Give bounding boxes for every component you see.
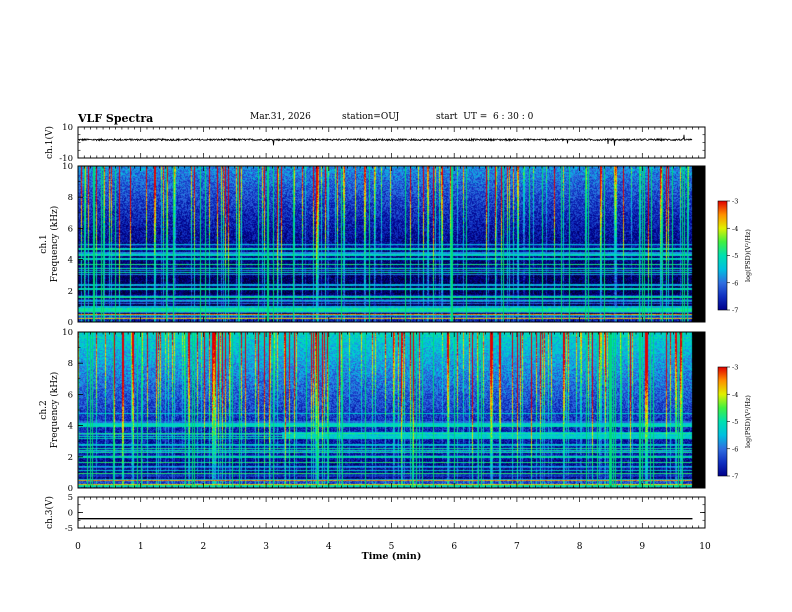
ch1-spectrogram-ytick-label: 4 — [68, 256, 73, 266]
ch3-waveform-ytick-label: -5 — [65, 524, 73, 534]
ch1-spectrogram-ytick-label: 0 — [68, 318, 73, 328]
ch1-spectrogram-ytick-label: 10 — [62, 162, 73, 172]
ch2-spectrogram-ytick-label: 0 — [68, 484, 73, 494]
xtick-label: 0 — [75, 542, 81, 552]
ch2-spectrogram-colorbar-tick-label: -7 — [732, 473, 738, 481]
xtick-label: 6 — [451, 542, 457, 552]
ch3-waveform-ytick-label: 5 — [68, 493, 73, 503]
station-label: station=OUJ — [342, 112, 400, 122]
start-time-label: start UT = 6 : 30 : 0 — [436, 112, 534, 122]
ch2-spectrogram-ytick-label: 4 — [68, 422, 73, 432]
ch2-spectrogram-ytick-label: 6 — [68, 390, 73, 400]
chart-title: VLF Spectra — [78, 112, 154, 125]
ch1-spectrogram-ytick-label: 8 — [68, 193, 73, 203]
ch1-spectrogram-colorbar-tick-label: -3 — [732, 198, 738, 206]
xtick-label: 1 — [138, 542, 144, 552]
ch1-spectrogram-image — [78, 166, 705, 322]
ch2-spectrogram-colorbar-tick-label: -5 — [732, 418, 738, 426]
ch1-spectrogram-colorbar-tick-label: -5 — [732, 252, 738, 260]
ch3-waveform-ytick-label: 0 — [68, 509, 73, 519]
ch1-spectrogram-ytick-label: 6 — [68, 224, 73, 234]
xtick-label: 7 — [514, 542, 520, 552]
ch1-spectrogram-colorbar-label: log(PSD)(V²/Hz) — [744, 229, 752, 282]
ch2-spectrogram-colorbar-tick-label: -3 — [732, 364, 738, 372]
ch1-spectrogram-colorbar — [717, 200, 728, 311]
ch2-spectrogram-ytick-label: 10 — [62, 328, 73, 338]
xtick-label: 5 — [389, 542, 395, 552]
xtick-label: 4 — [326, 542, 332, 552]
ch2-spectrogram-ylabel: ch.2 — [39, 400, 49, 419]
ch2-spectrogram-ytick-label: 2 — [68, 453, 73, 463]
ch2-spectrogram-ylabel: Frequency (kHz) — [49, 372, 60, 449]
ch1-spectrogram-ylabel: ch.1 — [39, 234, 49, 253]
ch2-spectrogram-colorbar-tick-label: -4 — [732, 391, 738, 399]
ch2-spectrogram-colorbar-label: log(PSD)(V²/Hz) — [744, 395, 752, 448]
ch1-spectrogram-colorbar-tick-label: -4 — [732, 225, 738, 233]
ch3-waveform-ylabel: ch.3(V) — [44, 496, 55, 529]
xtick-label: 10 — [699, 542, 711, 552]
ch1-spectrogram-colorbar-tick-label: -7 — [732, 307, 738, 315]
xtick-label: 9 — [639, 542, 645, 552]
ch1-waveform-ytick-label: -10 — [59, 154, 73, 164]
xtick-label: 8 — [577, 542, 583, 552]
ch1-spectrogram-colorbar-tick-label: -6 — [732, 279, 738, 287]
ch1-waveform-ytick-label: 10 — [62, 123, 73, 133]
x-axis-label: Time (min) — [362, 551, 422, 562]
ch2-spectrogram-colorbar-tick-label: -6 — [732, 445, 738, 453]
ch1-waveform-trace — [77, 134, 693, 146]
xtick-label: 2 — [201, 542, 207, 552]
ch1-spectrogram-ytick-label: 2 — [68, 287, 73, 297]
ch2-spectrogram-image — [78, 332, 705, 488]
ch2-spectrogram-colorbar — [717, 366, 728, 477]
xtick-label: 3 — [263, 542, 269, 552]
ch1-waveform-ylabel: ch.1(V) — [44, 126, 55, 159]
ch2-spectrogram-ytick-label: 8 — [68, 359, 73, 369]
date-label: Mar.31, 2026 — [250, 112, 311, 122]
ch1-spectrogram-ylabel: Frequency (kHz) — [49, 206, 60, 283]
